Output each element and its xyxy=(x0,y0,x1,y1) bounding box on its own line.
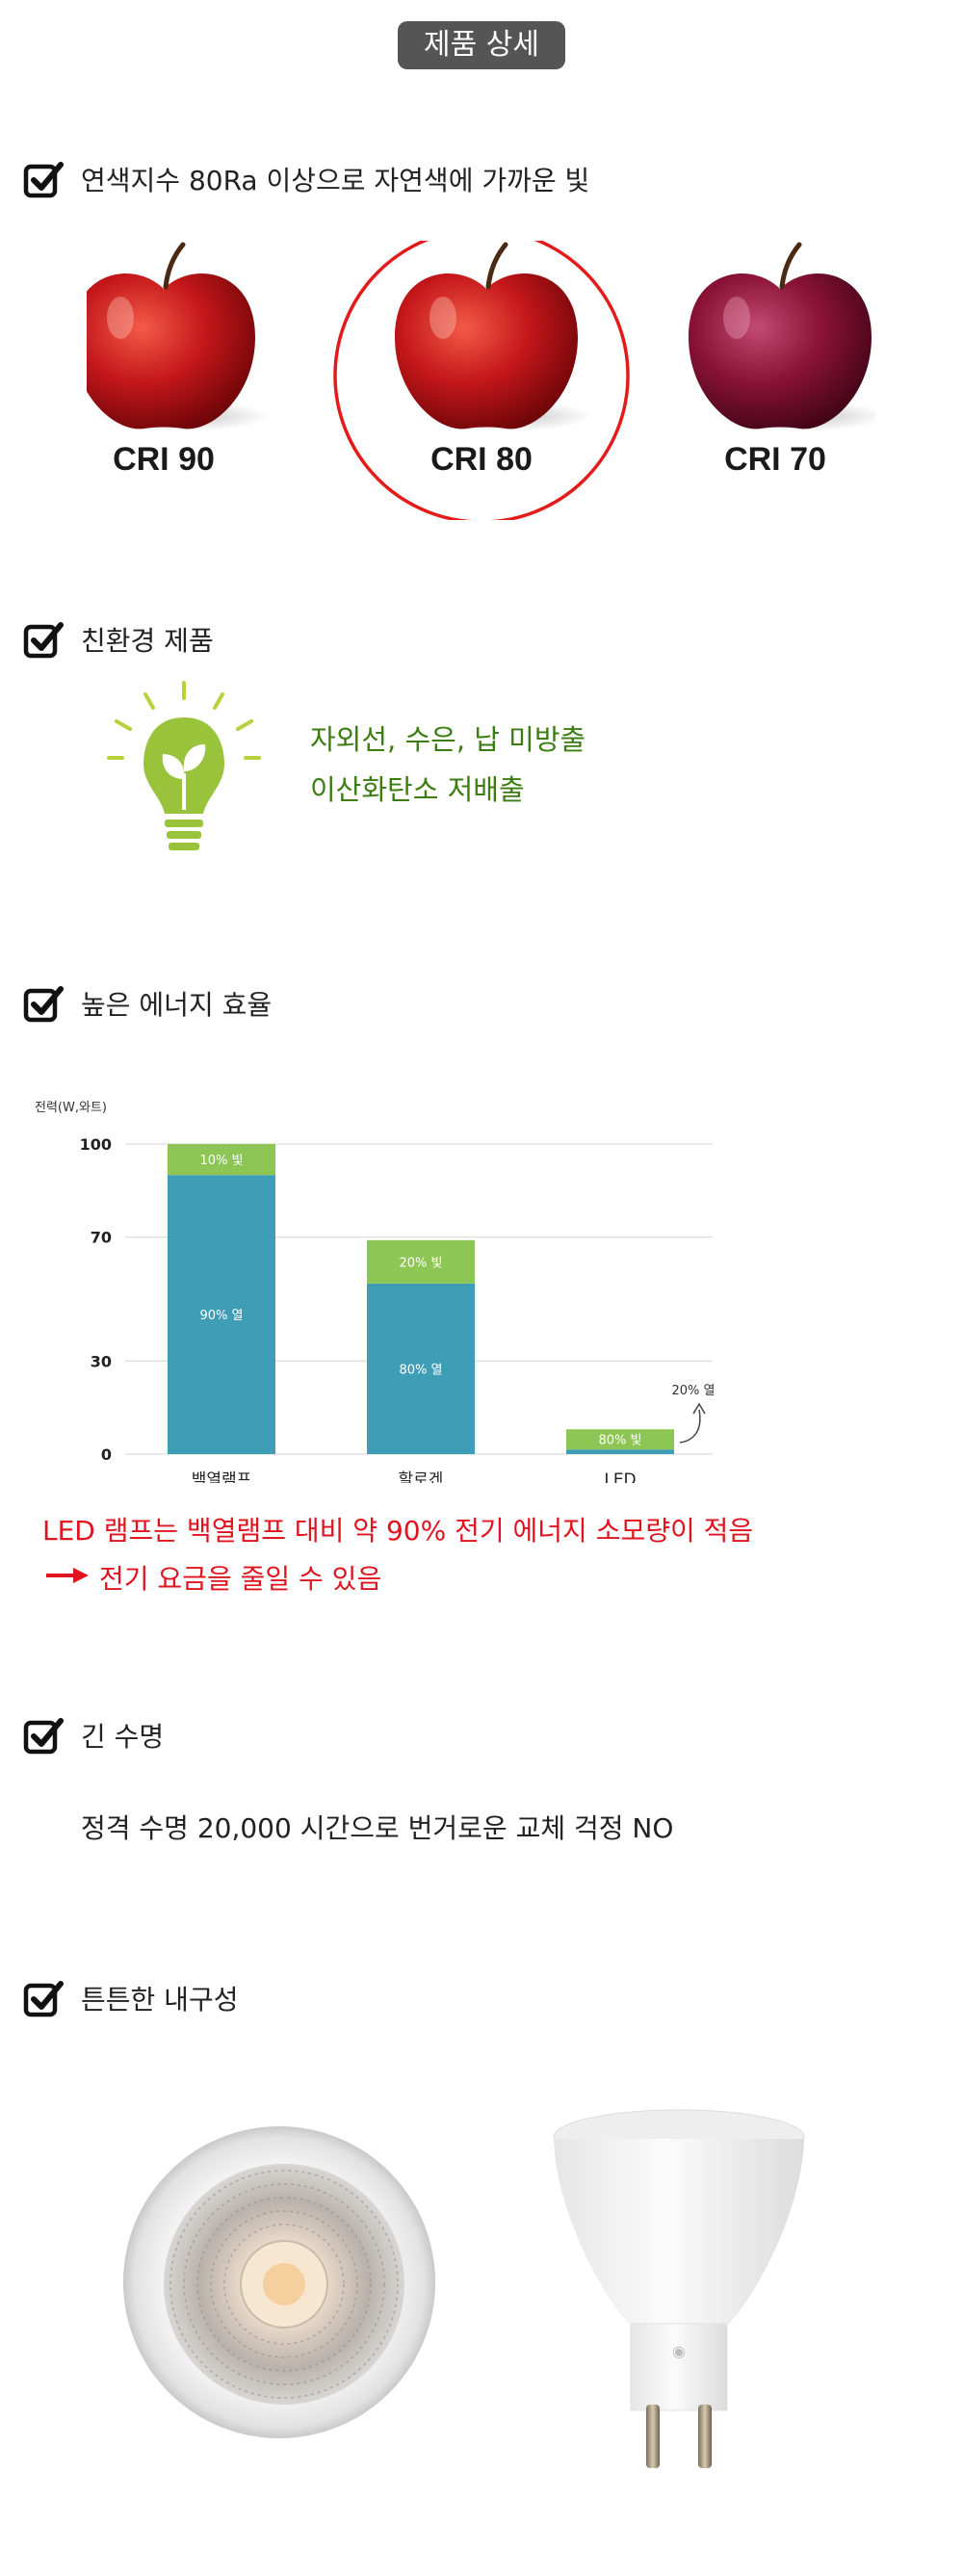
checkbox-icon xyxy=(23,162,64,198)
y-tick-label: 30 xyxy=(91,1352,112,1370)
bar-heat xyxy=(168,1175,275,1454)
page-title: 제품 상세 xyxy=(398,21,565,69)
apple-icon xyxy=(689,242,876,431)
bar-light xyxy=(168,1144,275,1176)
bar-label: 80% 빛 xyxy=(599,1434,642,1448)
annotation-arrow xyxy=(679,1409,701,1444)
led-bulb-front-image xyxy=(123,2126,435,2438)
section-title-durability: 튼튼한 내구성 xyxy=(81,1984,239,2016)
bar-light xyxy=(566,1429,674,1450)
bar-label: 20% 빛 xyxy=(400,1256,443,1270)
section-title-energy: 높은 에너지 효율 xyxy=(81,989,273,1021)
bar-label: 80% 열 xyxy=(400,1363,443,1377)
bar-heat xyxy=(566,1449,674,1454)
section-title-life: 긴 수명 xyxy=(81,1721,165,1753)
energy-note-2: 전기 요금을 줄일 수 있음 xyxy=(99,1563,382,1595)
bar-light xyxy=(367,1239,475,1284)
checkbox-icon xyxy=(23,1981,64,2017)
eco-feature-1: 자외선, 수은, 납 미방출 xyxy=(310,723,586,756)
led-bulb-side-image: ◉ xyxy=(553,2109,805,2468)
highlight-circle xyxy=(333,241,630,520)
cri-label-90: CRI 90 xyxy=(113,441,215,478)
section-title-eco: 친환경 제품 xyxy=(81,625,214,657)
bar-label: 90% 열 xyxy=(200,1309,244,1323)
checkbox-icon xyxy=(23,986,64,1023)
x-tick-label: 할로겐 xyxy=(399,1470,444,1483)
eco-feature-2: 이산화탄소 저배출 xyxy=(310,773,525,806)
y-tick-label: 0 xyxy=(101,1445,112,1464)
y-tick-label: 100 xyxy=(80,1135,112,1154)
apple-icon xyxy=(395,242,592,431)
y-axis-label: 전력(W,와트) xyxy=(35,1101,107,1115)
cri-comparison: CRI 90 CRI 80 CRI 70 xyxy=(87,241,876,520)
cri-label-80: CRI 80 xyxy=(430,441,533,478)
life-description: 정격 수명 20,000 시간으로 번거로운 교체 걱정 NO xyxy=(81,1812,674,1844)
led-heat-annotation: 20% 열 xyxy=(672,1384,716,1398)
checkbox-icon xyxy=(23,622,64,659)
apple-icon xyxy=(87,242,270,431)
svg-text:◉: ◉ xyxy=(672,2342,686,2360)
x-tick-label: LED xyxy=(604,1470,636,1483)
bar-label: 10% 빛 xyxy=(200,1154,244,1168)
annotation-arrowhead xyxy=(692,1402,706,1415)
energy-note-1: LED 램프는 백열램프 대비 약 90% 전기 에너지 소모량이 적음 xyxy=(42,1515,754,1547)
arrow-right-icon xyxy=(46,1568,89,1583)
checkbox-icon xyxy=(23,1718,64,1755)
y-tick-label: 70 xyxy=(91,1229,112,1247)
cri-label-70: CRI 70 xyxy=(724,441,826,478)
eco-bulb-icon xyxy=(107,681,261,850)
section-title-cri: 연색지수 80Ra 이상으로 자연색에 가까운 빛 xyxy=(81,165,590,196)
x-tick-label: 백열램프 xyxy=(192,1470,252,1483)
bar-heat xyxy=(367,1283,475,1454)
